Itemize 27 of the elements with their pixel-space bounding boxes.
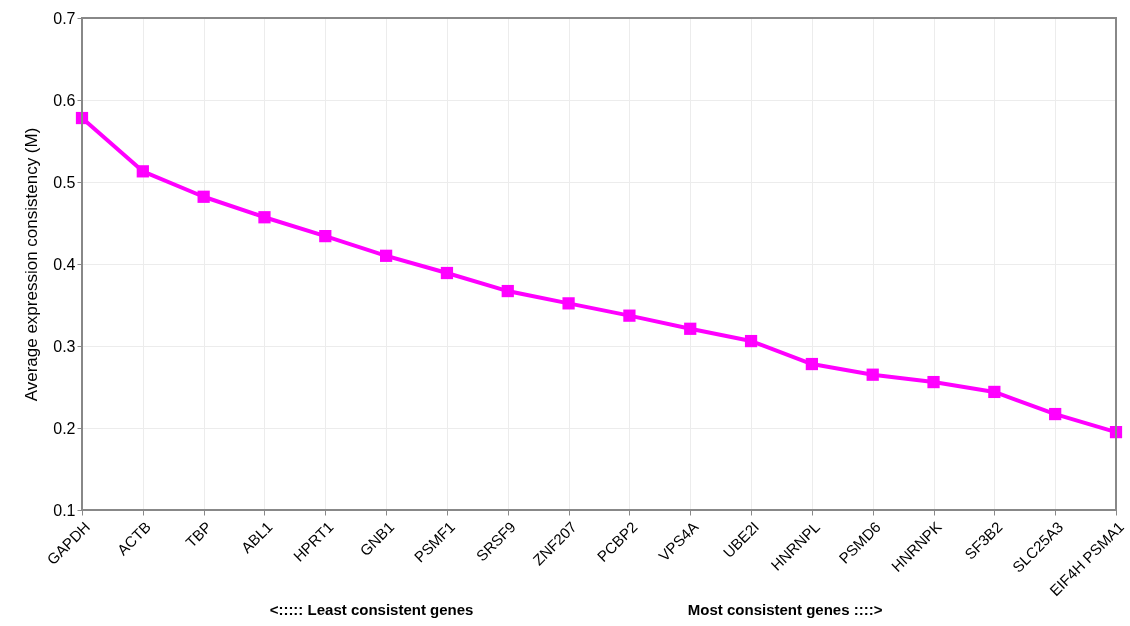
- point: [197, 190, 210, 203]
- y-tick-label: 0.7: [53, 9, 76, 27]
- text: Most consistent genes ::::>: [687, 601, 883, 618]
- point: [440, 266, 454, 280]
- x-tick-label: TBP: [182, 518, 215, 551]
- point: [805, 357, 819, 371]
- y-tick-label: 0.5: [53, 173, 76, 191]
- y-axis-title: Average expression consistency (M): [22, 127, 42, 402]
- point: [136, 165, 149, 178]
- y-tick-label: 0.2: [53, 419, 76, 437]
- point: [1049, 407, 1062, 421]
- point: [744, 334, 758, 348]
- point: [684, 322, 697, 335]
- y-tick-label: 0.6: [53, 91, 76, 109]
- point: [258, 211, 271, 224]
- y-tick-label: 0.4: [53, 255, 76, 273]
- point: [379, 249, 393, 262]
- point: [501, 284, 514, 298]
- y-tick-label: 0.3: [53, 337, 76, 355]
- point: [623, 309, 636, 322]
- point: [988, 385, 1001, 399]
- point: [319, 230, 332, 243]
- point: [927, 375, 940, 389]
- y-tick-label: 0.1: [53, 501, 76, 519]
- point: [562, 297, 575, 310]
- text: <::::: Least consistent genes: [269, 601, 474, 618]
- point: [866, 368, 879, 381]
